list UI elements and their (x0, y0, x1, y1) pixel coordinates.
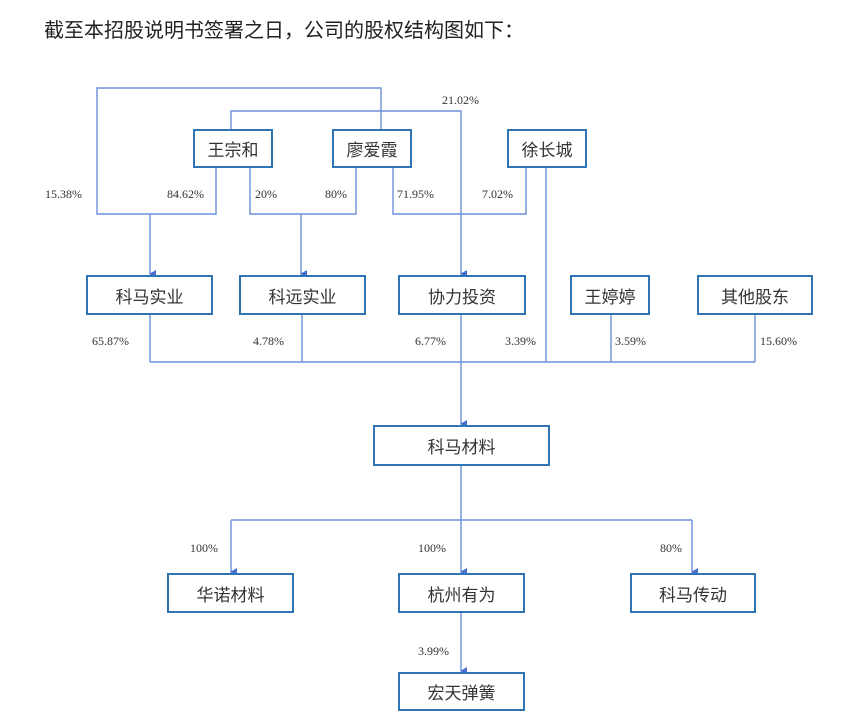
node-xieli-touzi: 协力投资 (398, 275, 526, 315)
pct-label: 100% (190, 541, 218, 555)
node-kema-cailiao: 科马材料 (373, 425, 550, 466)
pct-label: 65.87% (92, 334, 129, 348)
pct-label: 84.62% (167, 187, 204, 201)
node-wang-zonghe: 王宗和 (193, 129, 273, 168)
node-other-shareholders: 其他股东 (697, 275, 813, 315)
pct-label: 100% (418, 541, 446, 555)
line-wzh-xltz (230, 110, 467, 278)
node-huanuo-cailiao: 华诺材料 (167, 573, 294, 613)
node-keyuan-shiye: 科远实业 (239, 275, 366, 315)
pct-label: 4.78% (253, 334, 284, 348)
line-lax-kmsy (96, 87, 382, 215)
node-wang-tingting: 王婷婷 (570, 275, 650, 315)
node-xu-changcheng: 徐长城 (507, 129, 587, 168)
pct-label: 21.02% (442, 93, 479, 107)
node-kema-chuandong: 科马传动 (630, 573, 756, 613)
pct-label: 7.02% (482, 187, 513, 201)
pct-label: 71.95% (397, 187, 434, 201)
pct-label: 80% (660, 541, 682, 555)
node-liao-aixia: 廖爱霞 (332, 129, 412, 168)
pct-label: 3.99% (418, 644, 449, 658)
heading: 截至本招股说明书签署之日，公司的股权结构图如下： (44, 18, 524, 42)
node-hongtian-tanhuang: 宏天弹簧 (398, 672, 525, 711)
pct-label: 3.39% (505, 334, 536, 348)
pct-label: 15.38% (45, 187, 82, 201)
pct-label: 6.77% (415, 334, 446, 348)
node-hangzhou-youwei: 杭州有为 (398, 573, 525, 613)
pct-label: 15.60% (760, 334, 797, 348)
pct-label: 20% (255, 187, 277, 201)
node-kema-shiye: 科马实业 (86, 275, 213, 315)
pct-label: 80% (325, 187, 347, 201)
line-wzh-lax-kysy (249, 167, 357, 215)
pct-label: 3.59% (615, 334, 646, 348)
line-lax-xcc-xltz (392, 167, 527, 215)
